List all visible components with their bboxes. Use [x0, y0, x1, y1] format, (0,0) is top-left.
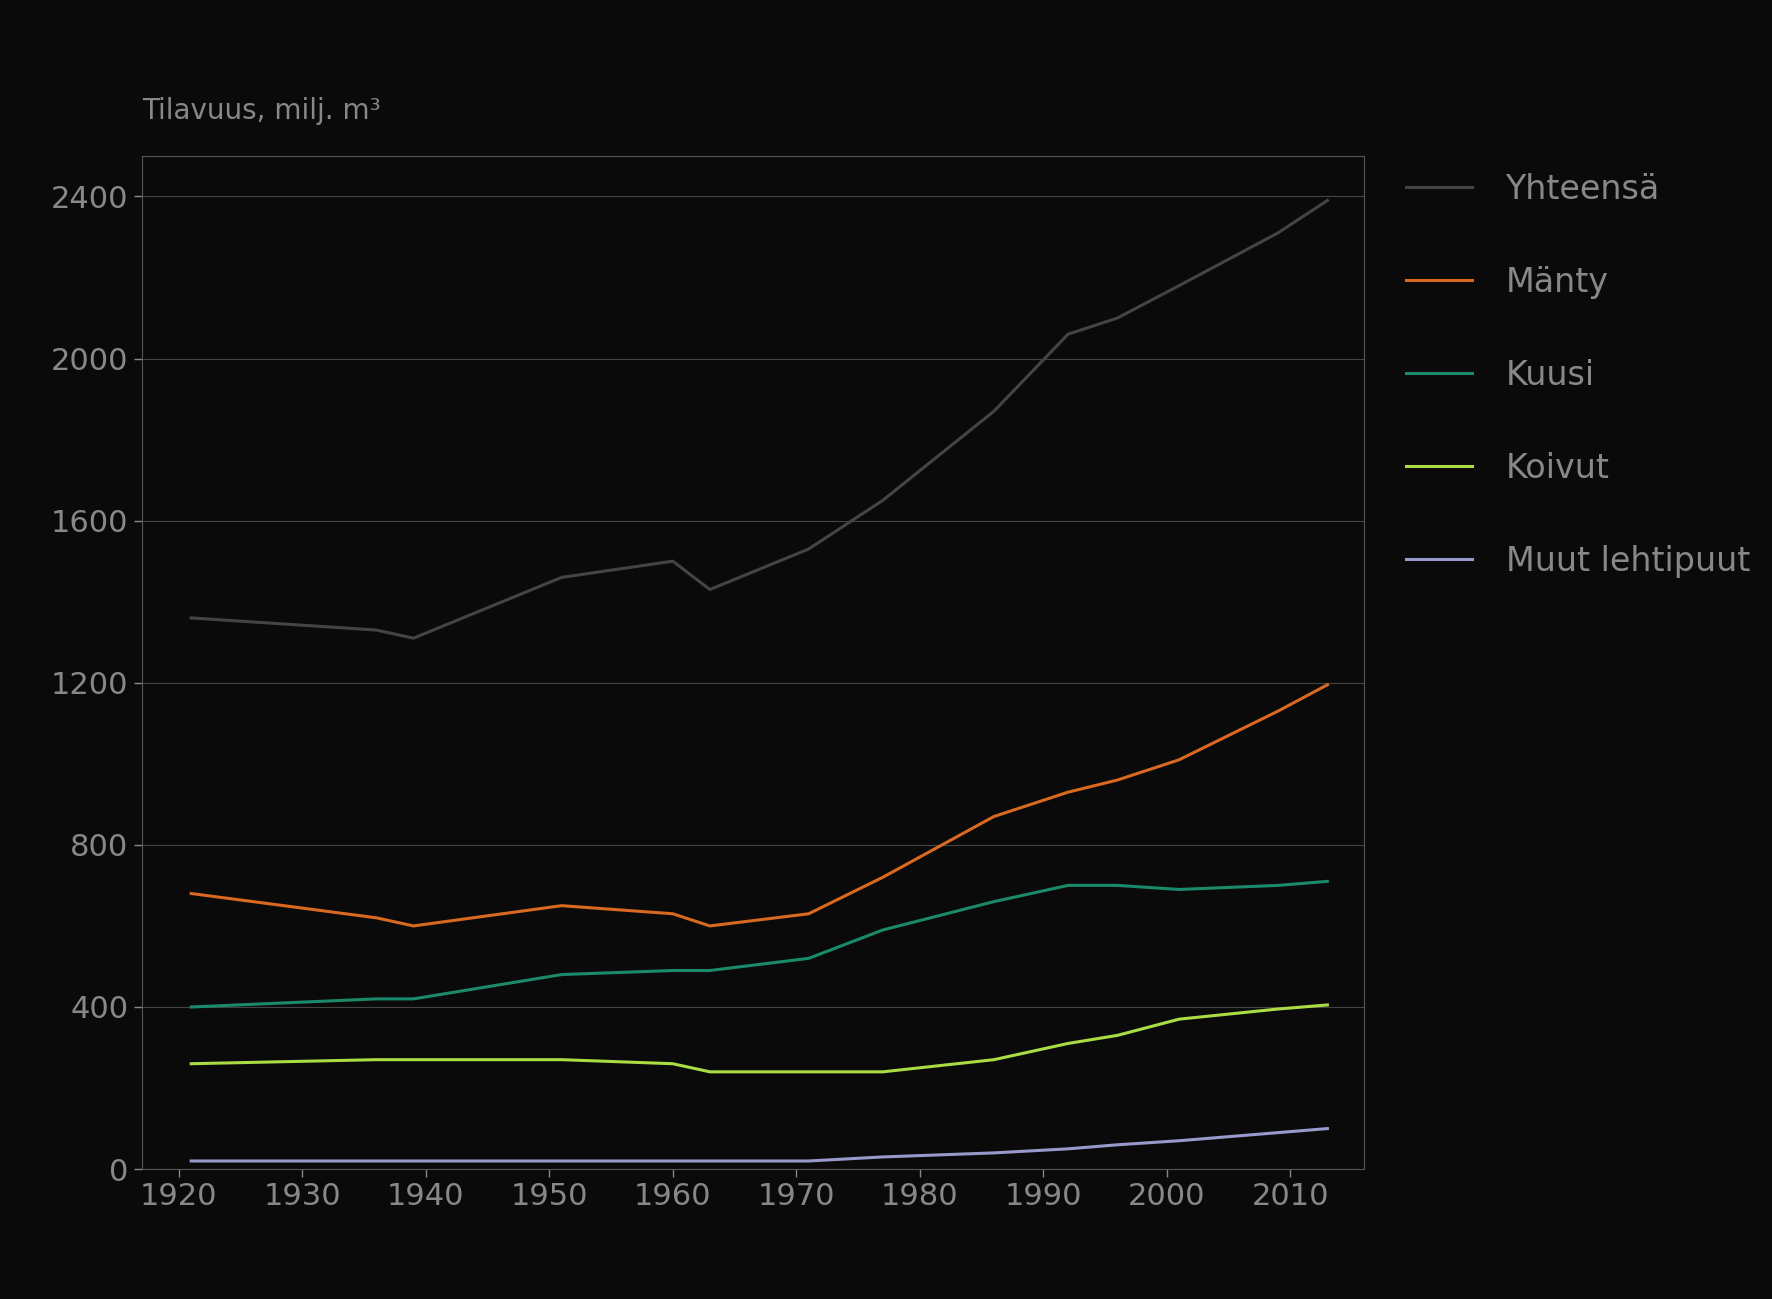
Koivut — [663, 1056, 684, 1072]
Muut lehtipuut — [365, 1154, 386, 1169]
Koivut — [700, 1064, 721, 1079]
Yhteensä — [872, 492, 893, 508]
Muut lehtipuut — [663, 1154, 684, 1169]
Mänty — [1267, 703, 1288, 718]
Yhteensä — [1317, 192, 1338, 208]
Muut lehtipuut — [1317, 1121, 1338, 1137]
Mänty — [551, 898, 572, 913]
Kuusi — [551, 966, 572, 982]
Kuusi — [797, 951, 819, 966]
Yhteensä — [1108, 310, 1129, 326]
Kuusi — [872, 922, 893, 938]
Koivut — [1317, 998, 1338, 1013]
Muut lehtipuut — [872, 1150, 893, 1165]
Muut lehtipuut — [551, 1154, 572, 1169]
Koivut — [797, 1064, 819, 1079]
Mänty — [365, 911, 386, 926]
Kuusi — [365, 991, 386, 1007]
Muut lehtipuut — [181, 1154, 202, 1169]
Mänty — [402, 918, 424, 934]
Mänty — [181, 886, 202, 902]
Koivut — [1267, 1002, 1288, 1017]
Yhteensä — [797, 542, 819, 557]
Koivut — [1058, 1035, 1079, 1051]
Muut lehtipuut — [700, 1154, 721, 1169]
Koivut — [551, 1052, 572, 1068]
Kuusi — [1108, 878, 1129, 894]
Koivut — [872, 1064, 893, 1079]
Text: Tilavuus, milj. m³: Tilavuus, milj. m³ — [142, 97, 381, 126]
Yhteensä — [1267, 225, 1288, 240]
Line: Mänty: Mänty — [191, 685, 1327, 926]
Yhteensä — [700, 582, 721, 598]
Yhteensä — [551, 569, 572, 585]
Yhteensä — [1058, 326, 1079, 342]
Kuusi — [1267, 878, 1288, 894]
Yhteensä — [181, 611, 202, 626]
Yhteensä — [402, 630, 424, 646]
Koivut — [1108, 1028, 1129, 1043]
Mänty — [663, 905, 684, 921]
Muut lehtipuut — [797, 1154, 819, 1169]
Mänty — [1108, 772, 1129, 787]
Yhteensä — [983, 404, 1005, 420]
Muut lehtipuut — [402, 1154, 424, 1169]
Kuusi — [1317, 873, 1338, 889]
Legend: Yhteensä, Mänty, Kuusi, Koivut, Muut lehtipuut: Yhteensä, Mänty, Kuusi, Koivut, Muut leh… — [1405, 173, 1749, 578]
Koivut — [365, 1052, 386, 1068]
Line: Yhteensä: Yhteensä — [191, 200, 1327, 638]
Mänty — [872, 869, 893, 885]
Yhteensä — [365, 622, 386, 638]
Koivut — [983, 1052, 1005, 1068]
Mänty — [1168, 752, 1189, 768]
Muut lehtipuut — [1267, 1125, 1288, 1141]
Kuusi — [402, 991, 424, 1007]
Mänty — [1317, 677, 1338, 692]
Kuusi — [663, 963, 684, 978]
Kuusi — [700, 963, 721, 978]
Kuusi — [181, 999, 202, 1015]
Mänty — [1058, 785, 1079, 800]
Muut lehtipuut — [1058, 1141, 1079, 1156]
Mänty — [700, 918, 721, 934]
Koivut — [402, 1052, 424, 1068]
Mänty — [797, 905, 819, 921]
Koivut — [1168, 1012, 1189, 1028]
Line: Koivut: Koivut — [191, 1005, 1327, 1072]
Mänty — [983, 809, 1005, 825]
Muut lehtipuut — [983, 1146, 1005, 1161]
Koivut — [181, 1056, 202, 1072]
Kuusi — [983, 894, 1005, 909]
Kuusi — [1168, 882, 1189, 898]
Yhteensä — [1168, 278, 1189, 294]
Line: Muut lehtipuut: Muut lehtipuut — [191, 1129, 1327, 1161]
Muut lehtipuut — [1108, 1137, 1129, 1152]
Muut lehtipuut — [1168, 1133, 1189, 1148]
Yhteensä — [663, 553, 684, 569]
Line: Kuusi: Kuusi — [191, 881, 1327, 1007]
Kuusi — [1058, 878, 1079, 894]
